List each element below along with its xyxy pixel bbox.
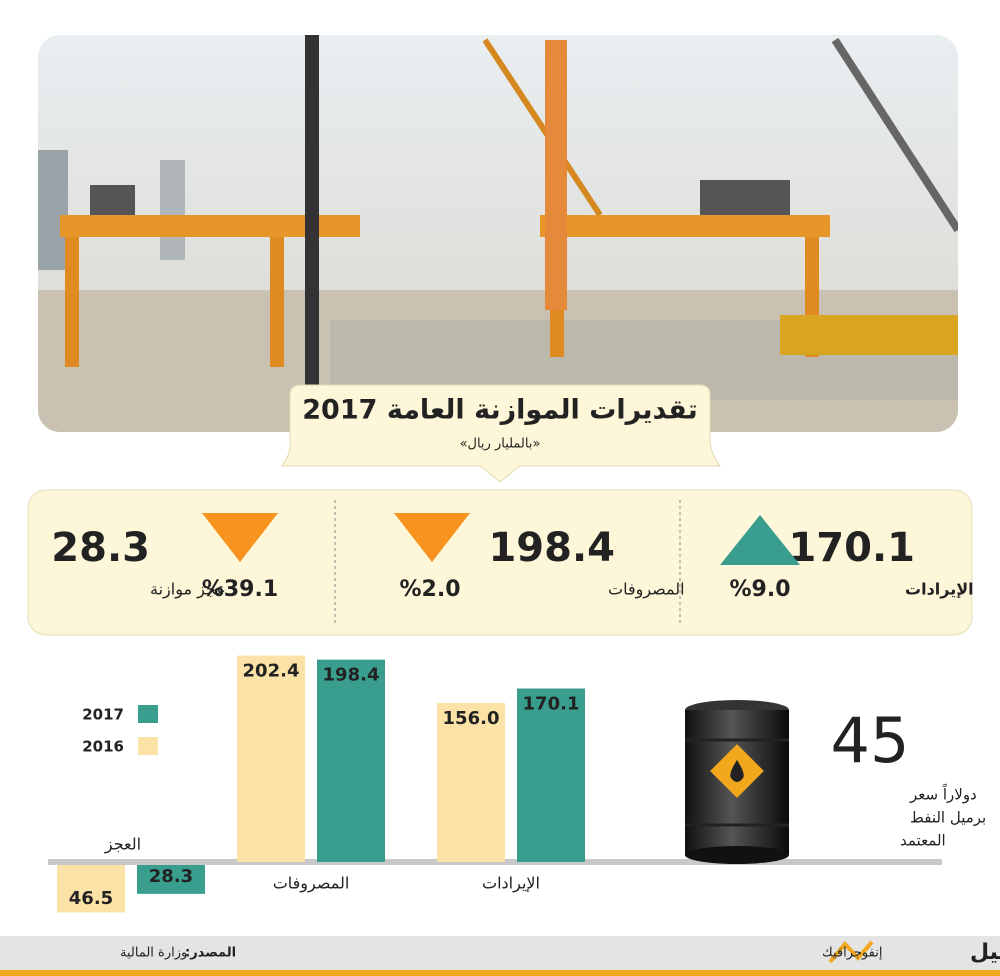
kpi-change: %39.1: [202, 577, 278, 602]
bar: [237, 655, 305, 862]
kpi-value: 198.4: [488, 525, 615, 571]
kpi-change: %9.0: [729, 577, 790, 602]
section: إنفوجرافيك: [822, 946, 882, 961]
value-label: 156.0: [443, 708, 500, 729]
brand: لوسيل: [970, 940, 1000, 965]
value-label: 28.3: [149, 866, 193, 887]
source: وزارة المالية: [120, 946, 187, 961]
footer-bar: [0, 936, 1000, 970]
title-bubble: [281, 384, 721, 483]
value-label: 202.4: [243, 661, 300, 682]
value-label: 170.1: [523, 693, 580, 714]
oil-caption: برميل النفط: [910, 809, 986, 827]
kpi-arrow: [394, 513, 470, 562]
legend-label: 2017: [82, 706, 124, 724]
value-label: 198.4: [323, 665, 380, 686]
photo: [38, 35, 958, 432]
legend-swatch: [138, 705, 158, 723]
kpi-value: 170.1: [788, 525, 915, 571]
bar-chart: الإيرادات المصروفات العجز 170.1 198.4 28.3 201…: [48, 655, 942, 913]
title: تقديرات الموازنة العامة 2017: [302, 395, 697, 426]
bar: [437, 702, 505, 862]
oil-barrel: [685, 700, 789, 864]
oil-caption: المعتمد: [900, 832, 946, 850]
oil-caption: دولاراً سعر: [909, 783, 977, 803]
bar: [317, 659, 385, 862]
kpi-change: %2.0: [399, 577, 460, 602]
bar: [137, 865, 205, 894]
value-label: 46.5: [69, 888, 113, 909]
brand-logo: [828, 940, 874, 964]
kpi-arrow: [202, 513, 278, 562]
bar: [57, 865, 125, 913]
source-label: المصدر:: [185, 946, 236, 961]
x-tick-label: الإيرادات: [482, 874, 540, 894]
kpi-value: 28.3: [51, 525, 150, 571]
kpi-arrow: [720, 515, 800, 565]
kpis: 170.1 الإيرادات %9.0 198.4 المصروفات %2.0 28.3…: [51, 513, 974, 602]
oil-price: 45: [831, 704, 910, 777]
legend-swatch: [138, 737, 158, 755]
legend-label: 2016: [82, 738, 124, 756]
kpi-label: المصروفات: [608, 580, 685, 600]
kpi-label: الإيرادات: [905, 580, 974, 599]
bar: [517, 688, 585, 862]
x-tick-label: العجز: [104, 835, 141, 855]
subtitle: «بالمليار ريال»: [460, 437, 541, 452]
x-tick-label: المصروفات: [273, 874, 350, 894]
kpi-label: عجز موازنة: [150, 580, 226, 600]
footer-line: [0, 970, 1000, 976]
